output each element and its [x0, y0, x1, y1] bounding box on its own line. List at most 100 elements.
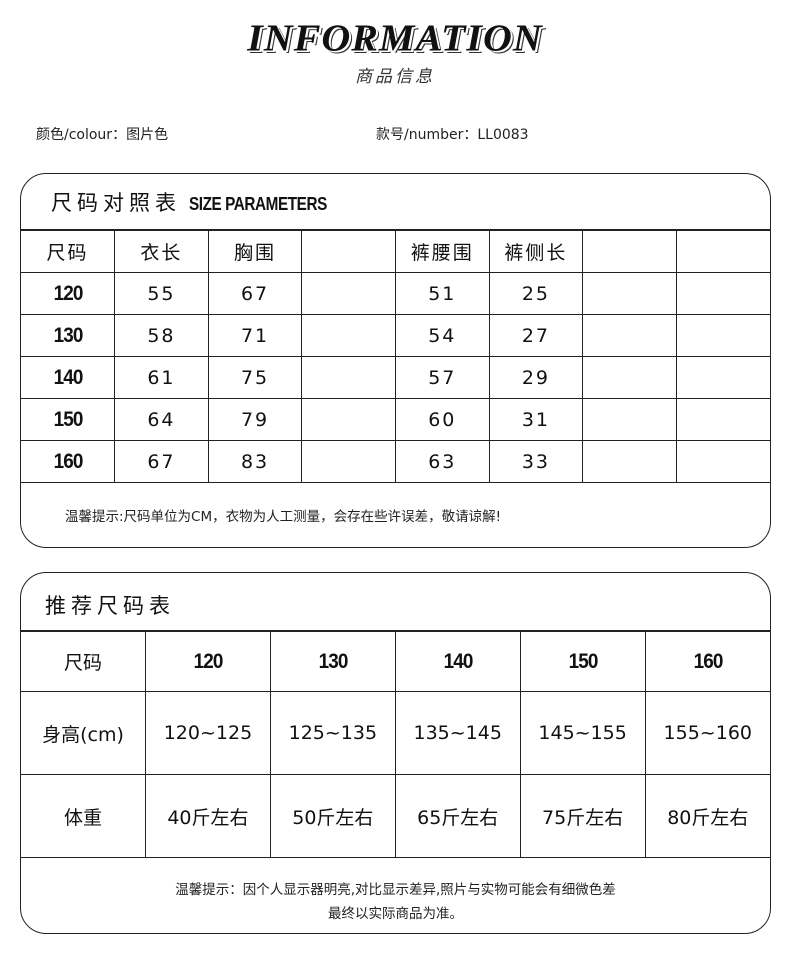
- value-cell: 67: [207, 272, 303, 315]
- size-title-en: SIZE PARAMETERS: [189, 194, 327, 214]
- size-label: 150: [21, 398, 116, 441]
- header-cell: 裤侧长: [488, 230, 584, 273]
- value-cell: 31: [488, 398, 584, 441]
- table-row: 130 58 71 54 27: [21, 314, 770, 357]
- header-cell: 140: [394, 631, 521, 692]
- size-label-text: 150: [568, 649, 598, 673]
- value-cell: 55: [114, 272, 209, 315]
- rec-weight-row: 体重 40斤左右 50斤左右 65斤左右 75斤左右 80斤左右: [21, 774, 770, 858]
- value-cell: 58: [114, 314, 209, 357]
- size-header-row: 尺码 衣长 胸围 裤腰围 裤侧长: [21, 230, 770, 273]
- value-cell: 29: [488, 356, 584, 399]
- size-label-text: 140: [443, 649, 473, 673]
- height-cell: 120~125: [145, 691, 271, 775]
- rec-note-2: 最终以实际商品为准。: [328, 906, 463, 922]
- table-row: 120 55 67 51 25: [21, 272, 770, 315]
- value-cell: [582, 356, 677, 399]
- value-cell: 64: [114, 398, 209, 441]
- value-cell: 27: [488, 314, 584, 357]
- value-cell: [675, 398, 770, 441]
- size-label-text: 120: [53, 281, 83, 305]
- height-cell: 135~145: [394, 691, 521, 775]
- size-label-text: 160: [693, 649, 723, 673]
- header-cell: 130: [269, 631, 396, 692]
- value-cell: 33: [488, 440, 584, 483]
- size-label-text: 130: [318, 649, 348, 673]
- value-cell: 83: [207, 440, 303, 483]
- value-cell: 61: [114, 356, 209, 399]
- value-cell: 57: [395, 356, 490, 399]
- size-label-text: 120: [193, 649, 224, 673]
- weight-cell: 80斤左右: [644, 774, 770, 858]
- header-cell: 120: [145, 631, 271, 692]
- value-cell: [582, 272, 677, 315]
- rec-height-row: 身高(cm) 120~125 125~135 135~145 145~155 155~16…: [21, 691, 770, 775]
- value-cell: 51: [395, 272, 490, 315]
- value-cell: [582, 440, 677, 483]
- size-table: 尺码 衣长 胸围 裤腰围 裤侧长 120 55 67 51 25 130 58 71 54 27 140 61…: [21, 230, 770, 483]
- row-label: 尺码: [21, 631, 146, 692]
- weight-cell: 65斤左右: [394, 774, 521, 858]
- header-cell: 150: [519, 631, 646, 692]
- rec-size-row: 尺码 120 130 140 150 160: [21, 631, 770, 692]
- row-label: 体重: [21, 774, 146, 858]
- value-cell: [582, 398, 677, 441]
- value-cell: [675, 440, 770, 483]
- size-note: 温馨提示:尺码单位为CM，衣物为人工测量，会存在些许误差，敬请谅解!: [65, 509, 502, 525]
- value-cell: [301, 440, 396, 483]
- size-label: 140: [21, 356, 116, 399]
- table-row: 150 64 79 60 31: [21, 398, 770, 441]
- value-cell: 60: [395, 398, 490, 441]
- weight-cell: 75斤左右: [519, 774, 646, 858]
- header-cell: [675, 230, 770, 273]
- value-cell: 67: [114, 440, 209, 483]
- value-cell: [301, 398, 396, 441]
- header-cell: 160: [644, 631, 770, 692]
- recommended-size-box: 推荐尺码表 尺码 120 130 140 150 160 身高(cm) 120~125 125…: [20, 572, 771, 934]
- value-cell: 71: [207, 314, 303, 357]
- value-cell: [301, 314, 396, 357]
- rec-table: 尺码 120 130 140 150 160 身高(cm) 120~125 125~135 13…: [21, 631, 770, 858]
- size-label: 130: [21, 314, 116, 357]
- value-cell: 63: [395, 440, 490, 483]
- rec-table-title: 推荐尺码表: [21, 573, 770, 631]
- header-cell: 衣长: [114, 230, 209, 273]
- colour-info: 颜色/colour：图片色: [36, 127, 169, 143]
- value-cell: 25: [488, 272, 584, 315]
- row-label: 身高(cm): [21, 691, 146, 775]
- rec-note-1: 温馨提示：因个人显示器明亮,对比显示差异,照片与实物可能会有细微色差: [175, 882, 616, 898]
- size-label-text: 140: [53, 365, 83, 389]
- size-table-title: 尺码对照表 SIZE PARAMETERS: [21, 174, 770, 230]
- value-cell: [675, 356, 770, 399]
- page-title: INFORMATION: [247, 16, 543, 59]
- size-label: 160: [21, 440, 116, 483]
- header-cell: 尺码: [21, 230, 116, 273]
- size-label-text: 160: [53, 449, 83, 473]
- weight-cell: 50斤左右: [269, 774, 396, 858]
- height-cell: 125~135: [269, 691, 396, 775]
- header-cell: 裤腰围: [395, 230, 490, 273]
- size-label-text: 130: [53, 323, 83, 347]
- table-row: 140 61 75 57 29: [21, 356, 770, 399]
- value-cell: [675, 314, 770, 357]
- value-cell: [301, 272, 396, 315]
- size-label: 120: [21, 272, 116, 315]
- height-cell: 155~160: [644, 691, 770, 775]
- header-cell: 胸围: [207, 230, 303, 273]
- number-info: 款号/number：LL0083: [376, 127, 529, 143]
- value-cell: 54: [395, 314, 490, 357]
- size-label-text: 150: [53, 407, 83, 431]
- weight-cell: 40斤左右: [145, 774, 271, 858]
- header-cell: [582, 230, 677, 273]
- size-parameters-box: 尺码对照表 SIZE PARAMETERS 尺码 衣长 胸围 裤腰围 裤侧长 120 55 6…: [20, 173, 771, 548]
- page-subtitle: 商品信息: [355, 67, 435, 87]
- value-cell: 79: [207, 398, 303, 441]
- height-cell: 145~155: [519, 691, 646, 775]
- value-cell: [582, 314, 677, 357]
- table-row: 160 67 83 63 33: [21, 440, 770, 483]
- value-cell: [301, 356, 396, 399]
- value-cell: 75: [207, 356, 303, 399]
- header-cell: [301, 230, 396, 273]
- value-cell: [675, 272, 770, 315]
- size-title-cn: 尺码对照表: [51, 191, 181, 215]
